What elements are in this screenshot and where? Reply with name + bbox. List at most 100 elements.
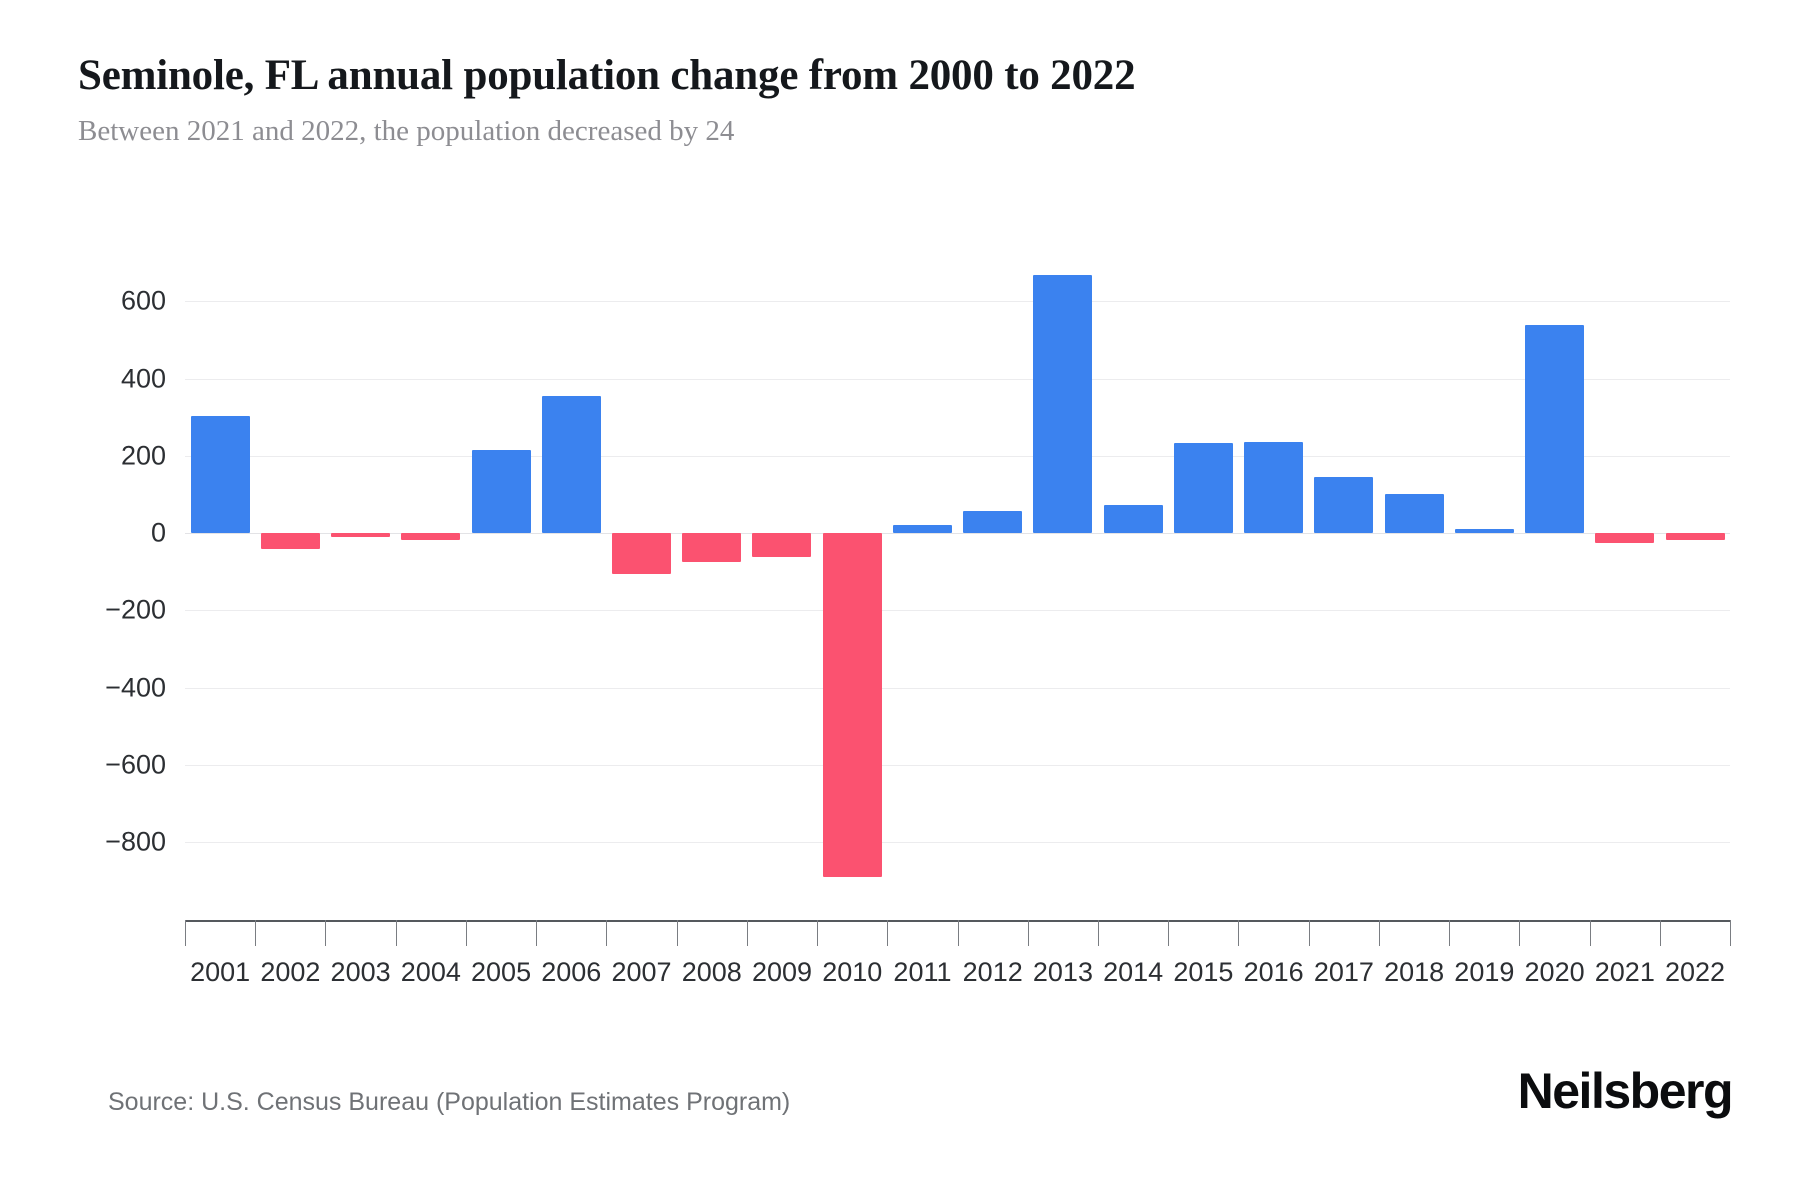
x-axis-tick (817, 920, 819, 946)
x-axis-tick (1449, 920, 1451, 946)
gridline (185, 610, 1730, 612)
bar-slot[interactable] (606, 255, 676, 900)
y-axis-tick-label: −600 (105, 749, 166, 780)
bar-2012[interactable] (963, 511, 1023, 534)
gridline (185, 455, 1730, 457)
source-note: Source: U.S. Census Bureau (Population E… (108, 1088, 791, 1116)
bar-2004[interactable] (401, 533, 461, 541)
x-axis-tick (1168, 920, 1170, 946)
bar-2019[interactable] (1454, 529, 1514, 534)
bar-slot[interactable] (1379, 255, 1449, 900)
bar-2005[interactable] (471, 450, 531, 534)
bar-slot[interactable] (185, 255, 255, 900)
x-axis-label-2016: 2016 (1243, 957, 1304, 987)
bar-2018[interactable] (1384, 494, 1444, 534)
bar-2002[interactable] (260, 533, 320, 550)
bar-2016[interactable] (1244, 442, 1304, 534)
bar-2008[interactable] (682, 533, 742, 563)
y-axis-tick-label: −800 (105, 826, 166, 857)
bar-slot[interactable] (677, 255, 747, 900)
bar-2014[interactable] (1103, 504, 1163, 534)
bar-slot[interactable] (255, 255, 325, 900)
bar-2010[interactable] (822, 533, 882, 877)
x-axis-tick (1589, 920, 1591, 946)
bar-slot[interactable] (817, 255, 887, 900)
bar-2011[interactable] (892, 524, 952, 534)
bar-2003[interactable] (331, 533, 391, 538)
bar-2017[interactable] (1314, 477, 1374, 534)
bar-slot[interactable] (396, 255, 466, 900)
page-title: Seminole, FL annual population change fr… (78, 52, 1136, 99)
chart-header: Seminole, FL annual population change fr… (78, 52, 1740, 148)
gridline (185, 842, 1730, 844)
gridline (185, 301, 1730, 303)
bar-2013[interactable] (1033, 275, 1093, 534)
bar-slot[interactable] (1449, 255, 1519, 900)
x-axis-label-2010: 2010 (822, 957, 883, 987)
bar-slot[interactable] (1168, 255, 1238, 900)
zero-gridline (185, 533, 1730, 535)
y-axis-tick-label: 200 (120, 440, 166, 471)
bar-slot[interactable] (325, 255, 395, 900)
bar-slot[interactable] (536, 255, 606, 900)
x-axis-tick (676, 920, 678, 946)
y-axis-labels: 600 400 200 0 −200 −400 −600 −800 (0, 255, 167, 900)
bar-2015[interactable] (1173, 443, 1233, 534)
brand-logo: Neilsberg (1517, 1063, 1734, 1119)
bar-slot[interactable] (1519, 255, 1589, 900)
y-axis-tick-label: −400 (105, 672, 166, 703)
x-axis-label-2020: 2020 (1524, 957, 1585, 987)
y-axis-tick-label: 400 (120, 363, 166, 394)
x-axis-labels: 2001 2002 2003 2004 2005 2006 2007 2008 2009 2010… (185, 957, 1730, 988)
bar-slot[interactable] (747, 255, 817, 900)
x-axis-tick (1730, 920, 1731, 946)
gridline (185, 687, 1730, 689)
x-axis-tick (957, 920, 959, 946)
x-axis-tick (536, 920, 538, 946)
x-axis-label-2011: 2011 (893, 957, 952, 987)
x-axis-tick (465, 920, 467, 946)
bar-slot[interactable] (1239, 255, 1309, 900)
bar-slot[interactable] (466, 255, 536, 900)
bar-2007[interactable] (612, 533, 671, 575)
x-axis-ticks (185, 920, 1731, 946)
x-axis-label-2022: 2022 (1665, 957, 1726, 987)
x-axis-tick (395, 920, 397, 946)
bar-slot[interactable] (1028, 255, 1098, 900)
y-axis-tick-label: −200 (105, 594, 166, 625)
y-axis-tick-label: 0 (150, 517, 166, 548)
x-axis-tick (1097, 920, 1099, 946)
bar-series (185, 255, 1730, 900)
bar-2020[interactable] (1525, 325, 1585, 534)
x-axis-tick (746, 920, 748, 946)
bar-2009[interactable] (752, 533, 812, 558)
bar-2021[interactable] (1595, 533, 1655, 544)
x-axis-tick (1659, 920, 1661, 946)
x-axis-label-2018: 2018 (1384, 957, 1445, 987)
x-axis-tick (606, 920, 608, 946)
x-axis-label-2004: 2004 (400, 957, 461, 987)
x-axis-label-2012: 2012 (962, 957, 1023, 987)
x-axis-label-2006: 2006 (541, 957, 602, 987)
x-axis-label-2005: 2005 (471, 957, 532, 987)
bar-slot[interactable] (887, 255, 957, 900)
x-axis-label-2001: 2001 (190, 957, 251, 987)
y-axis-tick-label: 600 (120, 285, 166, 316)
bar-slot[interactable] (958, 255, 1028, 900)
x-axis-tick (255, 920, 257, 946)
bar-2022[interactable] (1665, 533, 1725, 541)
bar-slot[interactable] (1309, 255, 1379, 900)
x-axis-label-2014: 2014 (1103, 957, 1164, 987)
x-axis-tick (1238, 920, 1240, 946)
x-axis-label-2009: 2009 (751, 957, 813, 987)
x-axis-label-2007: 2007 (611, 957, 672, 987)
bar-slot[interactable] (1098, 255, 1168, 900)
bar-slot[interactable] (1660, 255, 1730, 900)
bar-2001[interactable] (190, 416, 250, 534)
bar-slot[interactable] (1590, 255, 1660, 900)
x-axis-tick (887, 920, 889, 946)
bar-2006[interactable] (541, 395, 601, 534)
x-axis-tick (1519, 920, 1521, 946)
chart-subtitle: Between 2021 and 2022, the population de… (78, 115, 735, 148)
